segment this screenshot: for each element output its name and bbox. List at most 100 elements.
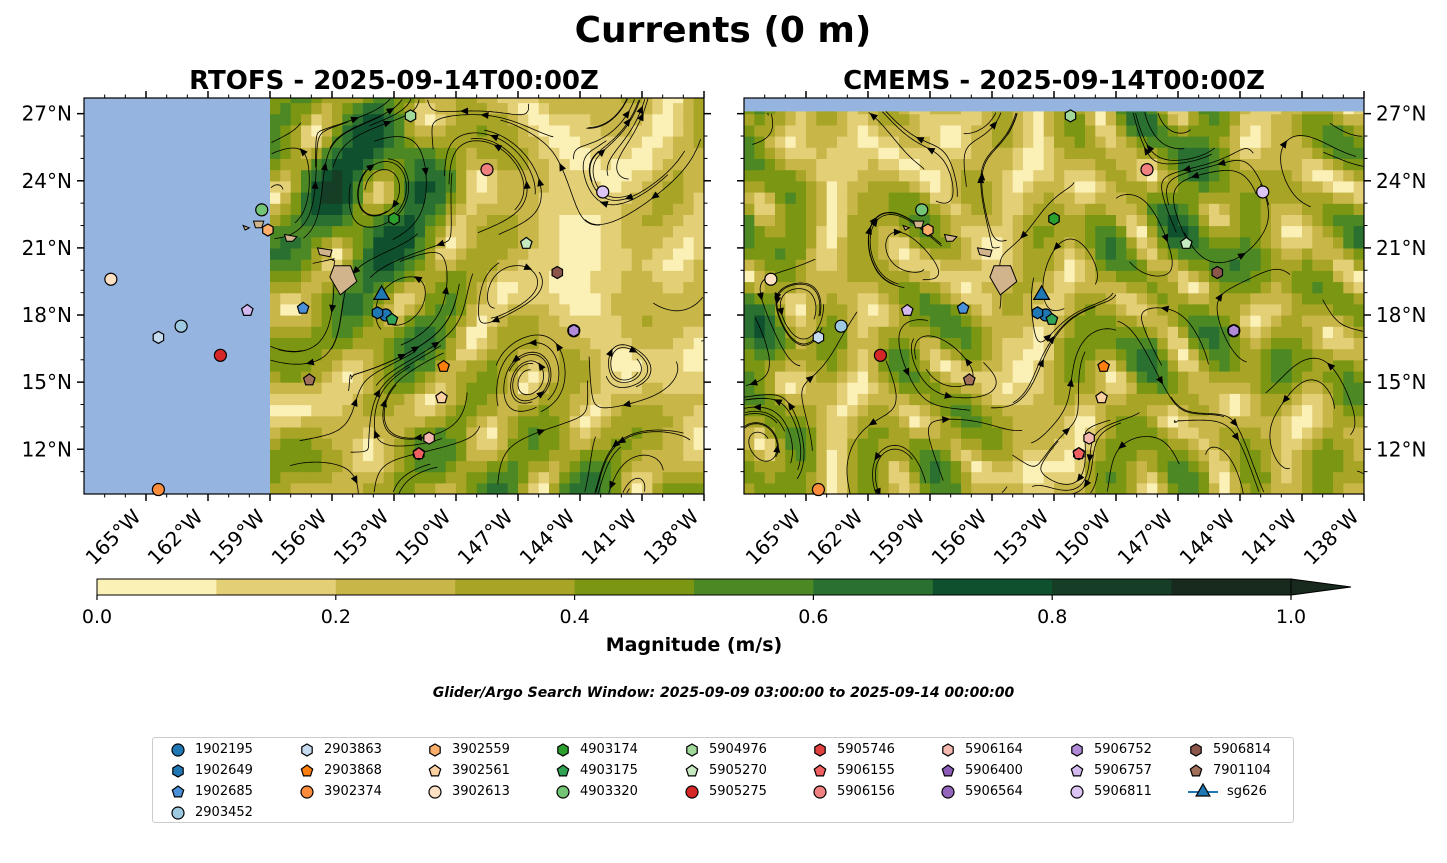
magnitude-cell — [631, 315, 643, 327]
magnitude-cell — [394, 393, 405, 406]
magnitude-cell — [1033, 203, 1045, 215]
magnitude-cell — [435, 169, 447, 182]
magnitude-cell — [1250, 303, 1262, 316]
magnitude-cell — [950, 270, 962, 283]
magnitude-cell — [621, 415, 633, 428]
magnitude-cell — [919, 426, 931, 439]
marker-1902649 — [371, 306, 384, 320]
magnitude-cell — [435, 460, 447, 473]
legend-marker-2903868 — [300, 764, 314, 777]
magnitude-cell — [631, 415, 643, 428]
magnitude-cell — [1291, 438, 1303, 450]
marker-5906814 — [551, 265, 564, 280]
magnitude-cell — [785, 438, 797, 450]
magnitude-cell — [321, 449, 333, 462]
magnitude-cell — [425, 225, 436, 238]
magnitude-cell — [868, 292, 879, 305]
magnitude-cell — [394, 303, 405, 316]
magnitude-cell — [1260, 370, 1272, 383]
magnitude-cell — [445, 404, 457, 417]
magnitude-cell — [476, 270, 488, 283]
magnitude-cell — [806, 415, 817, 428]
magnitude-cell — [280, 348, 292, 361]
colorbar-label: Magnitude (m/s) — [606, 634, 783, 656]
magnitude-cell — [611, 158, 622, 171]
magnitude-cell — [518, 180, 529, 193]
marker-5906164 — [423, 431, 435, 445]
magnitude-cell — [342, 438, 354, 450]
magnitude-cell — [321, 270, 333, 283]
magnitude-cell — [1105, 247, 1117, 260]
magnitude-cell — [456, 460, 467, 473]
magnitude-cell — [878, 158, 890, 171]
magnitude-cell — [673, 292, 684, 305]
magnitude-cell — [1291, 270, 1303, 283]
magnitude-cell — [1291, 180, 1303, 193]
magnitude-cell — [1085, 225, 1096, 238]
magnitude-cell — [754, 449, 766, 462]
magnitude-cell — [270, 147, 281, 159]
magnitude-cell — [940, 482, 952, 494]
magnitude-cell — [971, 393, 983, 406]
magnitude-cell — [744, 471, 755, 484]
magnitude-cell — [1054, 359, 1065, 372]
magnitude-cell — [652, 136, 664, 148]
magnitude-cell — [1302, 147, 1313, 159]
magnitude-cell — [919, 460, 931, 473]
magnitude-cell — [538, 136, 550, 148]
magnitude-cell — [888, 404, 900, 417]
magnitude-cell — [1116, 158, 1127, 171]
magnitude-cell — [1054, 303, 1065, 316]
magnitude-cell — [775, 225, 786, 238]
magnitude-cell — [683, 315, 695, 327]
magnitude-cell — [1229, 270, 1241, 283]
magnitude-cell — [445, 359, 457, 372]
magnitude-cell — [1095, 337, 1107, 350]
magnitude-cell — [940, 247, 952, 260]
legend-item-3902561: 3902561 — [426, 761, 510, 779]
magnitude-cell — [270, 393, 281, 406]
magnitude-cell — [1147, 247, 1158, 260]
magnitude-cell — [1333, 214, 1344, 227]
streamline — [597, 446, 622, 494]
magnitude-cell — [1043, 180, 1055, 193]
magnitude-cell — [332, 482, 343, 494]
magnitude-cell — [611, 136, 622, 148]
legend-item-sg626: sg626 — [1187, 782, 1267, 800]
magnitude-cell — [1333, 460, 1344, 473]
magnitude-cell — [1271, 303, 1282, 316]
magnitude-cell — [1240, 225, 1251, 238]
magnitude-cell — [476, 147, 488, 159]
magnitude-cell — [971, 370, 983, 383]
magnitude-cell — [693, 136, 704, 148]
magnitude-cell — [580, 415, 591, 428]
magnitude-cell — [363, 203, 374, 215]
magnitude-cell — [528, 426, 540, 439]
magnitude-cell — [1116, 147, 1127, 159]
magnitude-cell — [590, 214, 602, 227]
magnitude-cell — [383, 203, 395, 215]
magnitude-cell — [909, 415, 921, 428]
magnitude-cell — [1095, 236, 1107, 249]
marker-2903452 — [174, 319, 188, 333]
magnitude-cell — [383, 236, 395, 249]
legend-marker-5904976 — [686, 743, 698, 757]
magnitude-cell — [383, 449, 395, 462]
magnitude-cell — [795, 292, 807, 305]
magnitude-cell — [487, 359, 498, 372]
magnitude-cell — [497, 426, 509, 439]
magnitude-cell — [394, 326, 405, 338]
magnitude-cell — [1198, 426, 1210, 439]
magnitude-cell — [775, 426, 786, 439]
magnitude-cell — [673, 102, 684, 115]
magnitude-cell — [559, 236, 571, 249]
magnitude-cell — [1353, 169, 1364, 182]
magnitude-cell — [518, 438, 529, 450]
magnitude-cell — [600, 393, 612, 406]
magnitude-cell — [744, 214, 755, 227]
magnitude-cell — [795, 315, 807, 327]
streamline-arrow — [623, 118, 631, 127]
magnitude-cell — [507, 225, 519, 238]
magnitude-cell — [1064, 482, 1076, 494]
magnitude-cell — [1064, 348, 1076, 361]
